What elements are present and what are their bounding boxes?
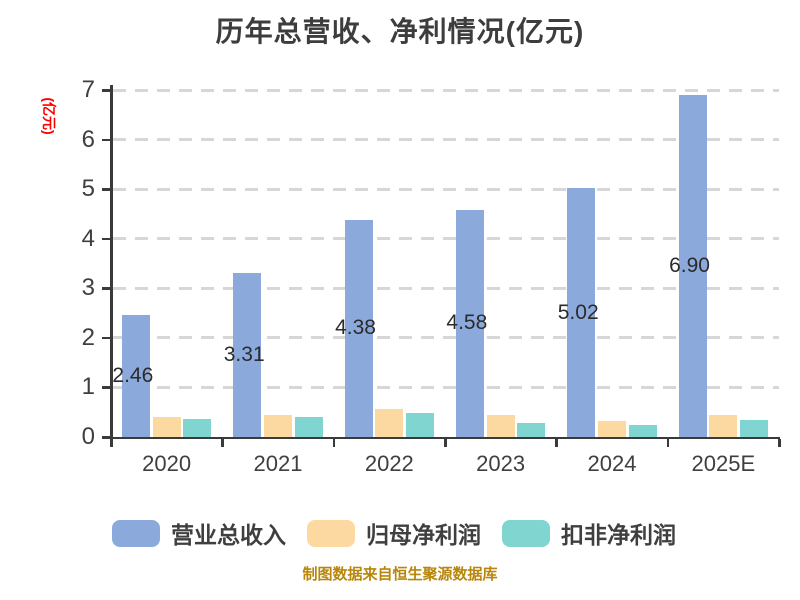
bar-value-label-2020: 2.46 xyxy=(112,364,154,388)
bar-non-gaap-net-profit-2022 xyxy=(406,412,435,437)
y-axis-line xyxy=(110,85,113,439)
x-axis-tick xyxy=(666,439,670,447)
y-axis-tick-label: 3 xyxy=(81,274,95,302)
bar-net-profit-attributable-2025E xyxy=(709,414,738,437)
legend-item-total-operating-revenue: 营业总收入 xyxy=(112,516,286,550)
x-axis-line xyxy=(110,436,780,439)
bar-non-gaap-net-profit-2024 xyxy=(628,424,657,437)
legend: 营业总收入 归母净利润 扣非净利润 xyxy=(112,516,676,550)
bar-total-operating-revenue-2022 xyxy=(344,219,373,437)
y-axis-tick-label: 0 xyxy=(81,423,95,450)
y-axis-tick xyxy=(102,436,110,439)
bar-total-operating-revenue-2021 xyxy=(233,272,262,437)
y-axis-tick-label: 4 xyxy=(81,224,95,252)
bar-net-profit-attributable-2023 xyxy=(486,415,515,437)
bar-non-gaap-net-profit-2020 xyxy=(183,418,212,437)
y-axis-tick-label: 1 xyxy=(81,373,95,401)
bar-non-gaap-net-profit-2025E xyxy=(740,420,769,437)
bar-value-label-2021: 3.31 xyxy=(223,342,265,366)
legend-label-net-profit-attributable: 归母净利润 xyxy=(366,522,481,548)
y-axis-tick-label: 7 xyxy=(81,76,95,103)
x-axis-tick xyxy=(444,439,447,447)
data-source-caption: 制图数据来自恒生聚源数据库 xyxy=(302,566,498,583)
bar-net-profit-attributable-2022 xyxy=(375,408,404,437)
x-axis-category-label: 2022 xyxy=(364,451,414,476)
legend-label-total-operating-revenue: 营业总收入 xyxy=(171,522,286,548)
x-axis-category-label: 2023 xyxy=(476,451,526,476)
x-axis-tick xyxy=(221,439,224,447)
x-axis-category-label: 2024 xyxy=(587,451,637,476)
y-axis-tick xyxy=(102,336,110,340)
legend-item-non-gaap-net-profit: 扣非净利润 xyxy=(502,516,676,550)
y-axis-tick xyxy=(102,138,110,142)
gridline xyxy=(113,385,779,389)
y-axis-tick-label: 2 xyxy=(81,323,95,351)
legend-swatch-total-operating-revenue xyxy=(112,519,160,547)
bar-total-operating-revenue-2025E xyxy=(678,94,707,437)
x-axis-category-label: 2025E xyxy=(691,451,756,476)
x-axis-tick xyxy=(110,439,113,447)
y-axis-tick xyxy=(102,287,110,290)
x-axis-category-label: 2021 xyxy=(253,451,303,476)
legend-item-net-profit-attributable: 归母净利润 xyxy=(307,516,481,550)
y-axis-tick xyxy=(102,188,110,191)
bar-net-profit-attributable-2020 xyxy=(152,417,181,437)
gridline xyxy=(113,237,779,241)
gridline xyxy=(113,138,779,142)
chart-title: 历年总营收、净利情况(亿元) xyxy=(215,16,585,47)
y-axis-tick-label: 5 xyxy=(81,175,95,203)
bar-value-label-2024: 5.02 xyxy=(557,300,599,324)
y-axis-tick xyxy=(102,89,110,92)
bar-value-label-2023: 4.58 xyxy=(446,311,488,335)
y-axis-tick xyxy=(102,237,110,241)
bar-total-operating-revenue-2024 xyxy=(567,188,596,437)
gridline xyxy=(113,336,779,340)
legend-swatch-net-profit-attributable xyxy=(307,519,355,547)
bar-value-label-2025E: 6.90 xyxy=(669,253,710,277)
bar-net-profit-attributable-2024 xyxy=(598,421,626,437)
x-axis-category-label: 2020 xyxy=(142,451,192,476)
legend-label-non-gaap-net-profit: 扣非净利润 xyxy=(561,522,676,548)
x-axis-tick xyxy=(332,439,336,447)
y-axis-tick-label: 6 xyxy=(81,125,95,153)
bar-total-operating-revenue-2023 xyxy=(455,209,484,437)
gridline xyxy=(113,286,779,290)
legend-swatch-non-gaap-net-profit xyxy=(502,519,550,547)
bar-total-operating-revenue-2020 xyxy=(121,315,150,437)
bar-non-gaap-net-profit-2021 xyxy=(294,417,323,437)
bar-net-profit-attributable-2021 xyxy=(264,415,292,437)
bar-non-gaap-net-profit-2023 xyxy=(517,422,546,437)
y-axis-tick xyxy=(102,386,110,389)
gridline xyxy=(113,88,779,92)
gridline xyxy=(113,187,779,191)
x-axis-tick xyxy=(778,439,781,447)
x-axis-tick xyxy=(555,439,558,447)
bar-value-label-2022: 4.38 xyxy=(335,316,376,340)
